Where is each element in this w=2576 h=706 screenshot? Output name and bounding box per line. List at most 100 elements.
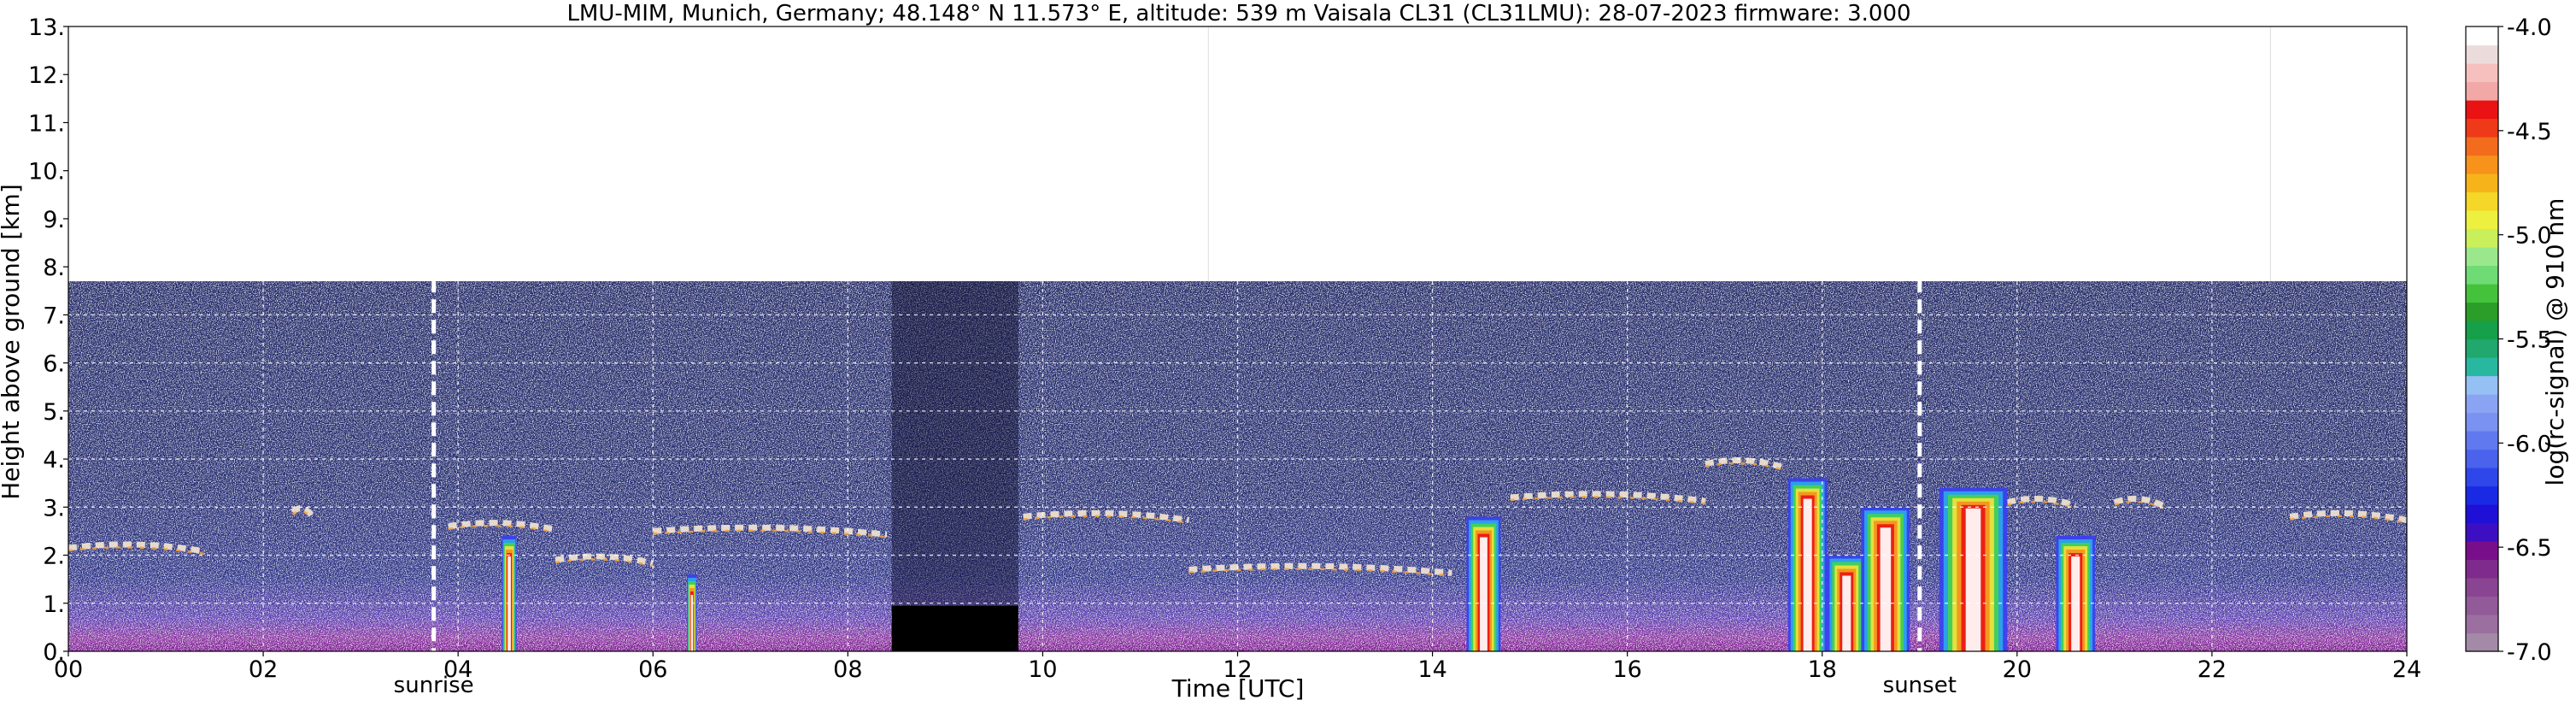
aerosol-layer-8 — [1705, 457, 1785, 471]
x-tick-label-2: 04 — [443, 656, 472, 683]
colorbar-tick-label-3: -5.5 — [2507, 327, 2552, 354]
colorbar-segment-15 — [2466, 357, 2498, 377]
colorbar-segment-21 — [2466, 247, 2498, 267]
colorbar-segment-32 — [2466, 44, 2498, 64]
aerosol-layer-core-3 — [555, 558, 654, 568]
x-tick-label-6: 12 — [1223, 656, 1252, 683]
aerosol-layer-core-6 — [1188, 568, 1452, 577]
y-axis-ticks: 0. 1. 2. 3. 4. 5. 6. 7. 8. 9. 10. 11. 12. 13. — [28, 15, 68, 666]
colorbar-segment-18 — [2466, 302, 2498, 321]
colorbar: -7.0 -6.5 -6.0 -5.5 -5.0 -4.5 -4.0 — [2465, 15, 2552, 666]
cloud-column-3 — [1787, 478, 1828, 651]
colorbar-segment-27 — [2466, 137, 2498, 156]
y-tick-label-8: 8. — [43, 255, 65, 281]
cloud-column-band — [1880, 527, 1892, 651]
x-tick-label-10: 20 — [2003, 656, 2032, 683]
colorbar-segment-19 — [2466, 284, 2498, 303]
aerosol-layer-core-8 — [1705, 462, 1784, 471]
colorbar-segment-8 — [2466, 485, 2498, 505]
aerosol-layer-6 — [1188, 562, 1452, 576]
aerosol-layer-core-5 — [1023, 515, 1189, 524]
colorbar-segment-4 — [2466, 559, 2498, 579]
aerosol-layer-11 — [2289, 509, 2407, 523]
sun-event-labels: sunrise sunset — [394, 673, 1957, 698]
aerosol-layer-4 — [652, 524, 888, 538]
y-tick-label-5: 5. — [43, 399, 65, 426]
aerosol-layer-2 — [448, 520, 556, 533]
x-tick-label-0: 00 — [54, 656, 83, 683]
colorbar-segment-6 — [2466, 522, 2498, 542]
missing-data-shadow-0 — [891, 281, 1018, 606]
colorbar-segment-22 — [2466, 228, 2498, 248]
plot-area — [68, 26, 2407, 651]
x-axis-ticks: 00 02 04 06 08 10 12 14 16 18 20 22 24 — [54, 651, 2421, 683]
colorbar-segment-2 — [2466, 596, 2498, 615]
colorbar-segment-26 — [2466, 155, 2498, 174]
missing-data-block-0 — [891, 605, 1018, 651]
y-tick-label-1: 1. — [43, 591, 65, 618]
colorbar-segment-9 — [2466, 468, 2498, 487]
colorbar-segment-29 — [2466, 100, 2498, 120]
x-tick-label-4: 08 — [833, 656, 862, 683]
colorbar-segment-17 — [2466, 321, 2498, 340]
y-tick-label-11: 11. — [28, 110, 65, 137]
cloud-column-7 — [2056, 536, 2096, 651]
y-tick-label-3: 3. — [43, 495, 65, 521]
y-tick-label-6: 6. — [43, 351, 65, 378]
cloud-column-2 — [1466, 516, 1501, 651]
x-tick-label-1: 02 — [249, 656, 278, 683]
aerosol-layer-core-2 — [448, 524, 556, 534]
colorbar-segment-24 — [2466, 191, 2498, 211]
missing-data — [891, 281, 1018, 651]
y-tick-label-4: 4. — [43, 447, 65, 474]
y-tick-label-13: 13. — [28, 15, 65, 41]
colorbar-segment-1 — [2466, 615, 2498, 634]
cloud-column-band — [2071, 556, 2080, 651]
x-tick-label-3: 06 — [638, 656, 667, 683]
aerosol-layer-core-11 — [2289, 515, 2407, 524]
aerosol-layer-core-9 — [2007, 500, 2076, 509]
cloud-column-band — [508, 556, 511, 651]
aerosol-layer-10 — [2113, 496, 2165, 509]
colorbar-tick-label-1: -6.5 — [2507, 535, 2552, 562]
cloud-column-band — [1842, 575, 1851, 651]
x-tick-label-9: 18 — [1808, 656, 1837, 683]
colorbar-segment-14 — [2466, 375, 2498, 395]
colorbar-segment-30 — [2466, 81, 2498, 101]
colorbar-label: log(rc-signal) @ 910 nm — [2541, 198, 2569, 486]
cloud-column-band — [1965, 508, 1981, 651]
aerosol-layer-core-0 — [68, 546, 205, 556]
colorbar-segment-11 — [2466, 431, 2498, 450]
y-tick-label-12: 12. — [28, 62, 65, 89]
cloud-column-band — [1803, 498, 1812, 651]
colorbar-segment-10 — [2466, 449, 2498, 468]
x-tick-label-7: 14 — [1417, 656, 1446, 683]
y-axis-label: Height above ground [km] — [0, 184, 25, 500]
colorbar-segment-33 — [2466, 26, 2498, 46]
cloud-column-1 — [687, 574, 697, 651]
y-tick-label-9: 9. — [43, 207, 65, 233]
aerosol-layer-7 — [1510, 491, 1706, 504]
cloud-column-4 — [1827, 555, 1867, 651]
colorbar-tick-label-4: -5.0 — [2507, 223, 2552, 250]
aerosol-layers — [68, 457, 2407, 577]
chart-title: LMU-MIM, Munich, Germany; 48.148° N 11.5… — [566, 1, 1910, 26]
cloud-column-band — [1480, 537, 1488, 651]
grid-lines — [68, 26, 2407, 651]
aerosol-layer-0 — [68, 541, 206, 555]
y-tick-label-2: 2. — [43, 544, 65, 570]
colorbar-tick-label-5: -4.5 — [2507, 119, 2552, 145]
colorbar-segment-12 — [2466, 412, 2498, 432]
aerosol-layer-9 — [2006, 496, 2077, 509]
y-tick-label-0: 0. — [43, 639, 65, 666]
aerosol-layer-core-7 — [1510, 496, 1706, 505]
colorbar-segment-7 — [2466, 504, 2498, 524]
x-axis-label: Time [UTC] — [1171, 674, 1305, 703]
sun-event-lines — [431, 279, 1922, 651]
y-tick-label-10: 10. — [28, 159, 65, 185]
cloud-column-5 — [1861, 507, 1910, 651]
x-tick-label-11: 22 — [2198, 656, 2227, 683]
colorbar-segment-0 — [2466, 632, 2498, 652]
x-tick-label-8: 16 — [1612, 656, 1641, 683]
